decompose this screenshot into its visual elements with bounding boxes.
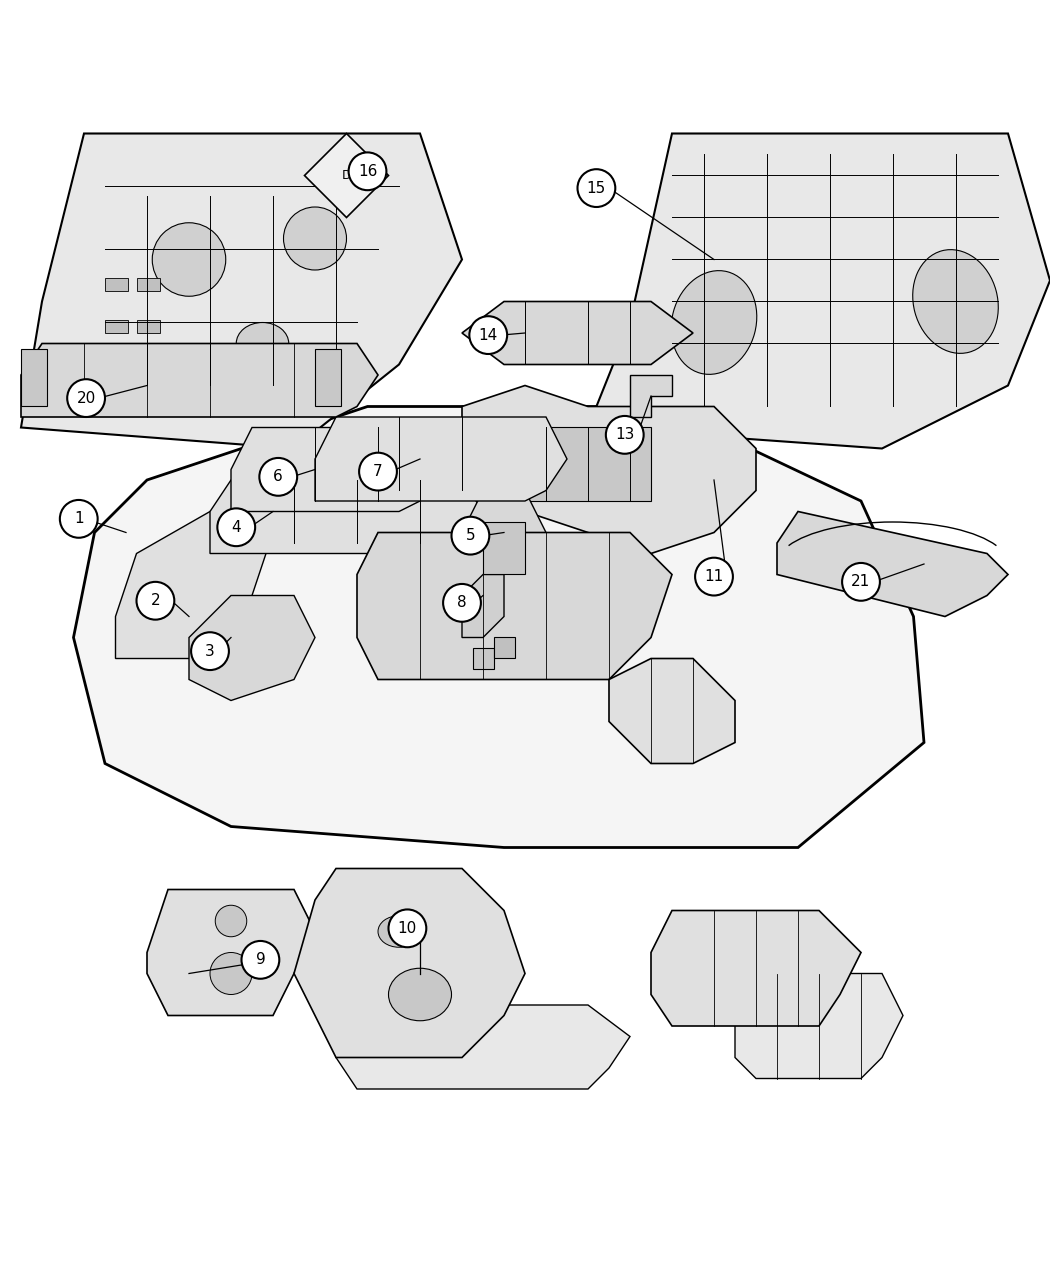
Ellipse shape: [284, 207, 346, 270]
Polygon shape: [462, 575, 504, 638]
Polygon shape: [304, 134, 388, 218]
Ellipse shape: [671, 270, 757, 375]
Circle shape: [842, 564, 880, 601]
Text: 21: 21: [852, 574, 870, 589]
Circle shape: [191, 632, 229, 671]
Ellipse shape: [152, 223, 226, 296]
Text: 7: 7: [373, 464, 383, 479]
Bar: [21, 349, 47, 407]
Text: 4: 4: [231, 520, 242, 534]
Circle shape: [606, 416, 644, 454]
Text: 15: 15: [587, 181, 606, 195]
Text: D: D: [341, 170, 352, 182]
Circle shape: [259, 458, 297, 496]
Text: 5: 5: [465, 528, 476, 543]
Polygon shape: [462, 301, 693, 365]
Ellipse shape: [912, 250, 999, 353]
Text: 1: 1: [74, 511, 84, 527]
Circle shape: [217, 509, 255, 546]
Polygon shape: [462, 385, 756, 553]
Text: 2: 2: [150, 593, 161, 608]
Polygon shape: [630, 375, 672, 417]
Bar: [105, 278, 128, 291]
Bar: [525, 427, 651, 501]
Circle shape: [67, 379, 105, 417]
Polygon shape: [462, 491, 546, 575]
Polygon shape: [357, 533, 672, 680]
Circle shape: [60, 500, 98, 538]
Circle shape: [349, 153, 386, 190]
Circle shape: [136, 581, 174, 620]
Circle shape: [695, 557, 733, 595]
Bar: [315, 349, 341, 407]
Circle shape: [388, 909, 426, 947]
Polygon shape: [116, 511, 273, 658]
Ellipse shape: [378, 915, 420, 947]
Polygon shape: [609, 658, 735, 764]
Circle shape: [242, 941, 279, 979]
Text: 8: 8: [457, 595, 467, 611]
Polygon shape: [210, 479, 483, 553]
Text: 16: 16: [358, 163, 377, 179]
Polygon shape: [189, 595, 315, 700]
Text: 20: 20: [77, 390, 96, 405]
Circle shape: [443, 584, 481, 622]
Ellipse shape: [210, 952, 252, 994]
Polygon shape: [231, 427, 441, 511]
Circle shape: [469, 316, 507, 354]
Polygon shape: [21, 343, 378, 417]
Polygon shape: [588, 134, 1050, 449]
Polygon shape: [777, 511, 1008, 617]
Bar: [136, 278, 160, 291]
Text: 10: 10: [398, 921, 417, 936]
Circle shape: [578, 170, 615, 207]
Text: 14: 14: [479, 328, 498, 343]
Circle shape: [452, 516, 489, 555]
Text: 13: 13: [615, 427, 634, 442]
Polygon shape: [735, 974, 903, 1079]
Ellipse shape: [388, 968, 452, 1021]
Text: 11: 11: [705, 569, 723, 584]
Polygon shape: [494, 638, 514, 658]
Bar: [483, 521, 525, 575]
Text: 9: 9: [255, 952, 266, 968]
Ellipse shape: [215, 905, 247, 937]
Polygon shape: [21, 134, 462, 449]
Bar: [105, 320, 128, 333]
Text: 3: 3: [205, 644, 215, 659]
Polygon shape: [294, 868, 525, 1057]
Polygon shape: [74, 407, 924, 848]
Polygon shape: [651, 910, 861, 1026]
Ellipse shape: [236, 323, 289, 365]
Bar: [136, 320, 160, 333]
Circle shape: [359, 453, 397, 491]
Polygon shape: [147, 890, 315, 1015]
Polygon shape: [472, 648, 493, 669]
Polygon shape: [336, 1005, 630, 1089]
Polygon shape: [315, 417, 567, 501]
Text: 6: 6: [273, 469, 284, 484]
